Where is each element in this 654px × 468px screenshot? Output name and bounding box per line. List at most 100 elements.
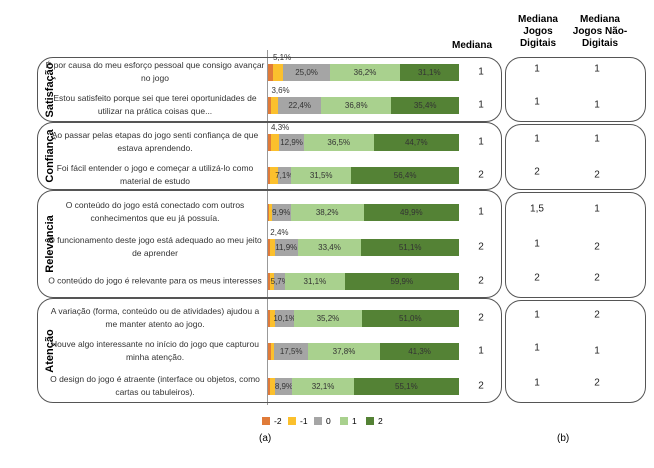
legend-item: 1: [340, 416, 357, 426]
median-value: 1: [478, 136, 484, 148]
group-box: [37, 122, 502, 190]
median-nondigital-value: 2: [594, 241, 600, 253]
group-box: [37, 298, 502, 403]
question-label: O conteúdo do jogo é relevante para os m…: [48, 275, 262, 286]
caption-b: (b): [557, 433, 570, 444]
bar-segment-0: 7,1%: [275, 166, 293, 184]
bar-segment-neg1: [270, 377, 276, 395]
bar-segment-1: 36,2%: [330, 63, 400, 81]
median-value: 1: [478, 206, 484, 218]
header-mediana: Mediana: [451, 40, 493, 51]
bar-segment-neg1: [269, 309, 276, 327]
bar-segment-2: 35,4%: [391, 96, 459, 114]
bar-segment-neg1: [271, 96, 279, 114]
median-group-box: [505, 300, 646, 403]
bar-segment-0: 8,9%: [275, 377, 293, 395]
legend-label: -1: [300, 416, 308, 426]
median-digital-value: 1,5: [530, 203, 544, 215]
legend-label: 0: [326, 416, 331, 426]
bar-segment-neg2: [268, 203, 269, 221]
legend-swatch: [314, 417, 322, 425]
bar-segment-1: 35,2%: [294, 309, 362, 327]
bar-segment-neg2: [268, 272, 271, 290]
median-value: 2: [478, 312, 484, 324]
bar-segment-2: 51,0%: [361, 309, 459, 327]
group-box: [37, 190, 502, 298]
header-mediana-digitais: Mediana Jogos Digitais: [517, 14, 558, 49]
median-digital-value: 1: [534, 96, 540, 108]
bar-segment-2: 41,3%: [380, 342, 459, 360]
bar-segment-neg1-label: 4,3%: [271, 123, 290, 132]
bar-segment-0: 12,9%: [279, 133, 304, 151]
median-value: 1: [478, 99, 484, 111]
median-group-box: [505, 124, 646, 190]
bar-segment-neg1: [269, 166, 278, 184]
median-nondigital-value: 2: [594, 377, 600, 389]
bar-segment-neg1: [272, 63, 283, 81]
bar-segment-neg1: [268, 203, 272, 221]
legend-label: -2: [274, 416, 282, 426]
bar-segment-2: 31,1%: [399, 63, 459, 81]
median-digital-value: 1: [534, 63, 540, 75]
median-nondigital-value: 1: [594, 63, 600, 75]
median-value: 2: [478, 275, 484, 287]
bar-segment-neg2: [268, 309, 270, 327]
median-nondigital-value: 2: [594, 169, 600, 181]
legend-swatch: [288, 417, 296, 425]
median-nondigital-value: 1: [594, 133, 600, 145]
question-label: A variação (forma, conteúdo ou de ativid…: [50, 306, 260, 329]
bar-segment-neg1: [270, 272, 275, 290]
bar-segment-neg2: [268, 377, 271, 395]
question-label: O conteúdo do jogo está conectado com ou…: [65, 200, 245, 223]
bar-segment-2: 51,1%: [361, 238, 459, 256]
bar-segment-neg1-label: 2,4%: [270, 228, 289, 237]
median-value: 2: [478, 241, 484, 253]
bar-segment-neg1-label: 3,6%: [271, 86, 290, 95]
median-digital-value: 1: [534, 133, 540, 145]
bar-segment-neg2: [268, 342, 271, 360]
bar-segment-neg1: [270, 238, 275, 256]
bar-segment-neg2: [268, 238, 271, 256]
median-digital-value: 1: [534, 377, 540, 389]
question-label: Houve algo interessante no início do jog…: [51, 339, 259, 362]
median-nondigital-value: 1: [594, 99, 600, 111]
legend-swatch: [262, 417, 270, 425]
question-label: Foi fácil entender o jogo e começar a ut…: [56, 163, 254, 186]
bar-segment-0: 11,9%: [274, 238, 298, 256]
bar-segment-1: 36,5%: [303, 133, 374, 151]
bar-segment-neg2: [268, 96, 272, 114]
bar-segment-neg1-label: 5,1%: [272, 53, 292, 62]
bar-segment-1: 38,2%: [290, 203, 364, 221]
bar-segment-0: 25,0%: [282, 63, 331, 81]
legend-item: 0: [314, 416, 331, 426]
bar-segment-neg1: [270, 342, 275, 360]
legend-item: 2: [366, 416, 383, 426]
bar-segment-1: 33,4%: [297, 238, 362, 256]
bar-segment-neg1: [271, 133, 280, 151]
legend-swatch: [366, 417, 374, 425]
median-value: 1: [478, 345, 484, 357]
question-label: Estou satisfeito porque sei que terei op…: [53, 93, 257, 116]
bar-segment-2: 44,7%: [373, 133, 459, 151]
bar-segment-2: 55,1%: [353, 377, 459, 395]
question-label: Ao passar pelas etapas do jogo senti con…: [51, 130, 259, 153]
legend-label: 1: [352, 416, 357, 426]
group-box: [37, 57, 502, 122]
median-nondigital-value: 2: [594, 309, 600, 321]
question-label: O design do jogo é atraente (interface o…: [50, 374, 260, 397]
median-digital-value: 2: [534, 166, 540, 178]
median-value: 1: [478, 66, 484, 78]
median-value: 2: [478, 169, 484, 181]
legend-item: -2: [262, 416, 282, 426]
median-group-box: [505, 57, 646, 122]
bar-segment-neg2: [268, 166, 270, 184]
header-mediana-nao-digitais: Mediana Jogos Não-Digitais: [572, 14, 628, 49]
median-digital-value: 2: [534, 272, 540, 284]
question-label: É por causa do meu esforço pessoal que c…: [45, 60, 265, 83]
bar-segment-1: 37,8%: [307, 342, 381, 360]
median-digital-value: 1: [534, 309, 540, 321]
bar-segment-1: 31,5%: [291, 166, 352, 184]
median-value: 2: [478, 380, 484, 392]
bar-segment-neg2: [268, 133, 272, 151]
bar-segment-1: 36,8%: [321, 96, 392, 114]
